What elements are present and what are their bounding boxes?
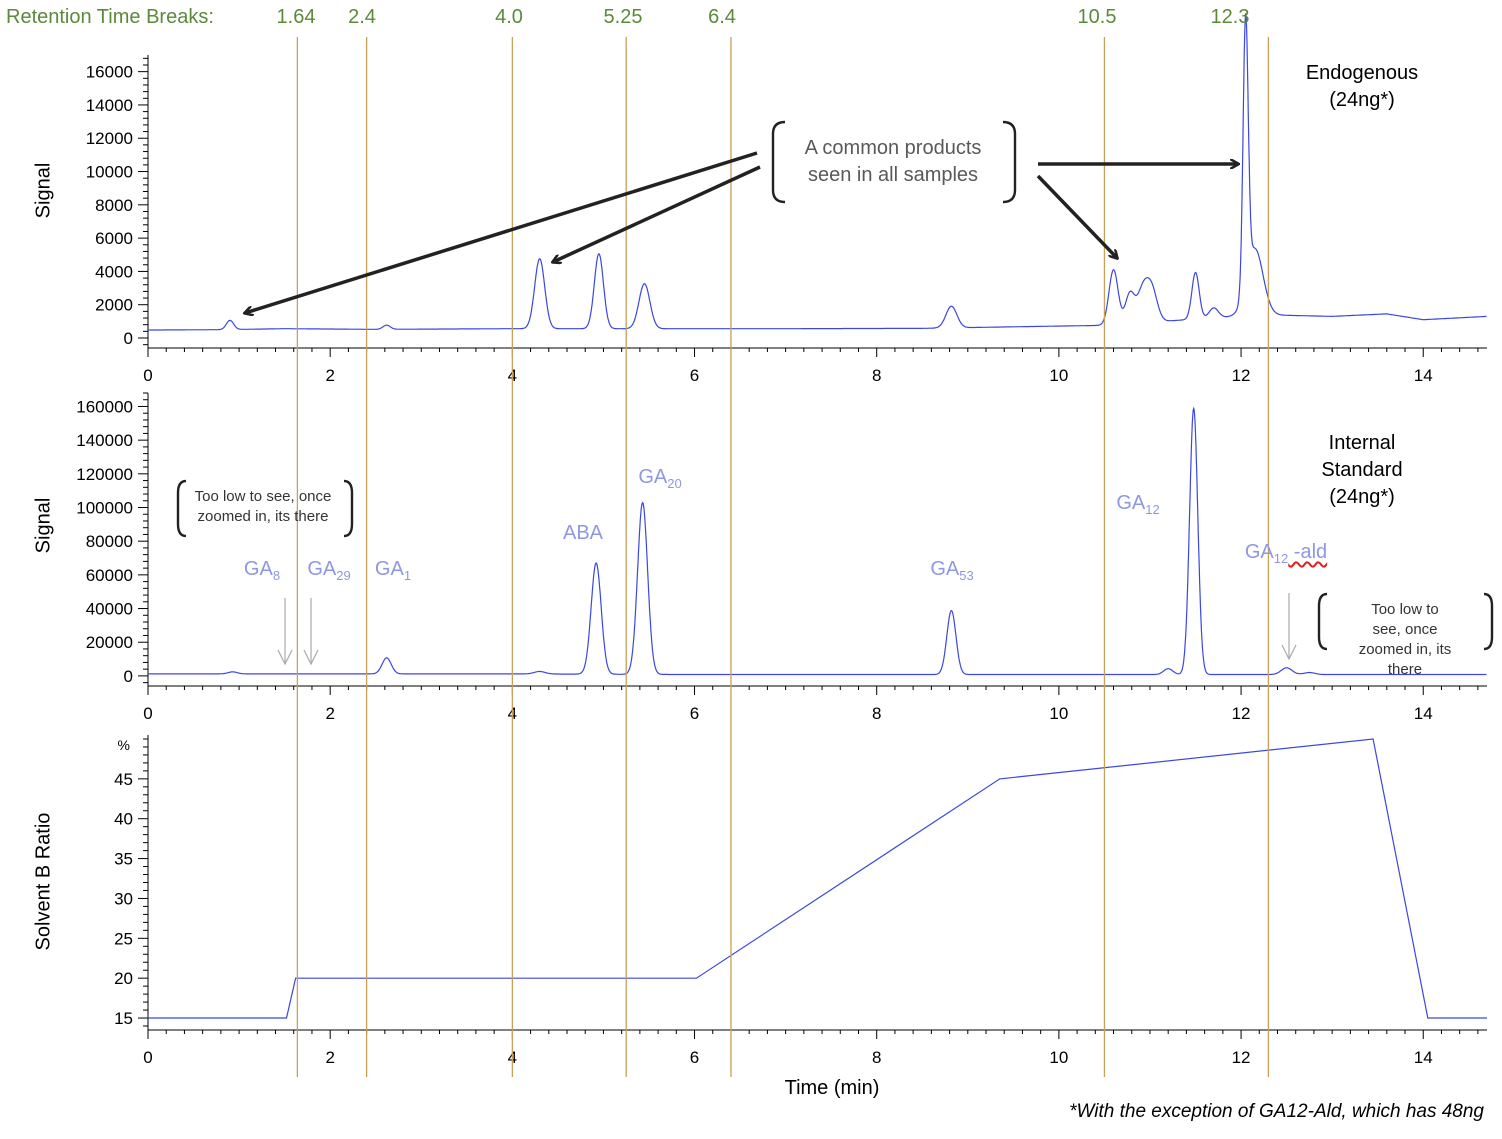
y-tick-label: 0 [124,329,133,348]
trace-line [148,738,1487,1019]
y-tick-label: 16000 [86,63,133,82]
y-axis-title-signal-middle: Signal [32,497,55,554]
y-tick-label: 120000 [76,465,133,484]
x-tick-label: 10 [1049,704,1068,723]
retention-break-value: 2.4 [348,6,376,28]
footnote: *With the exception of GA12-Ald, which h… [1069,1101,1484,1122]
grey-arrow-head [303,649,319,666]
y-tick-label: 8000 [95,196,133,215]
callout-arrow [1036,174,1117,258]
y-tick-label: 12000 [86,129,133,148]
y-unit-label: % [118,737,130,753]
x-tick-label: 6 [690,1048,699,1067]
x-axis-title: Time (min) [784,1077,880,1099]
x-tick-label: 2 [325,1048,334,1067]
callout-bracket-left [771,120,786,204]
note-left-line2: zoomed in, its there [197,508,329,525]
callout-line2: seen in all samples [807,164,979,186]
x-tick-label: 12 [1232,1048,1251,1067]
y-tick-label: 15 [114,1009,133,1028]
note-right-line2: zoomed in, its there [1358,641,1452,678]
y-tick-label: 45 [114,770,133,789]
y-tick-label: 40000 [86,600,133,619]
peak-label-ga12-ald: GA12 -ald [1244,541,1328,566]
x-tick-label: 12 [1232,366,1251,385]
trace-line [148,13,1487,331]
retention-break-value: 5.25 [603,6,643,28]
x-tick-label: 14 [1414,1048,1433,1067]
x-tick-label: 6 [690,366,699,385]
x-tick-label: 0 [143,704,152,723]
x-tick-label: 2 [325,704,334,723]
x-tick-label: 8 [872,1048,881,1067]
x-tick-label: 6 [690,704,699,723]
y-tick-label: 60000 [86,566,133,585]
note-right-bracket-left [1317,592,1328,651]
note-right-line1: Too low to see, once [1371,601,1439,638]
note-left-bracket-right [343,479,354,538]
y-tick-label: 6000 [95,229,133,248]
peak-label-ga20: GA20 [638,466,682,491]
y-tick-label: 4000 [95,262,133,281]
callout-arrow [245,151,758,313]
x-tick-label: 14 [1414,366,1433,385]
peak-label-aba: ABA [562,522,604,544]
x-tick-label: 14 [1414,704,1433,723]
grey-arrow-head [277,649,293,666]
x-tick-label: 8 [872,704,881,723]
y-tick-label: 30 [114,889,133,908]
y-tick-label: 2000 [95,296,133,315]
endogenous-title-line2: (24ng*) [1329,89,1395,111]
note-left-bracket-left [176,479,187,538]
retention-break-value: 4.0 [495,6,523,28]
x-tick-label: 2 [325,366,334,385]
endogenous-title-line1: Endogenous [1305,62,1419,84]
y-tick-label: 140000 [76,431,133,450]
internal-standard-title: Internal Standard (24ng*) [1292,430,1432,511]
y-tick-label: 40 [114,810,133,829]
note-right-bracket-right [1483,592,1494,651]
y-tick-label: 10000 [86,163,133,182]
retention-break-value: 10.5 [1077,6,1117,28]
y-tick-label: 14000 [86,96,133,115]
x-tick-label: 10 [1049,1048,1068,1067]
y-axis-title-signal-top: Signal [32,162,55,219]
x-tick-label: 12 [1232,704,1251,723]
internal-standard-title-line2: (24ng*) [1329,486,1395,508]
y-tick-label: 80000 [86,532,133,551]
retention-break-value: 12.3 [1210,6,1250,28]
peak-label-ga29: GA29 [307,558,351,583]
y-tick-label: 0 [124,667,133,686]
too-low-note-left: Too low to see, once zoomed in, its ther… [195,487,332,527]
y-tick-label: 20000 [86,633,133,652]
note-left-line1: Too low to see, once [194,488,332,505]
y-tick-label: 20 [114,969,133,988]
endogenous-title: Endogenous (24ng*) [1306,60,1418,114]
callout-bracket-right [1002,120,1017,204]
retention-breaks-label: Retention Time Breaks: [6,6,214,28]
internal-standard-title-line1: Internal Standard [1321,432,1403,481]
retention-break-value: 1.64 [276,6,316,28]
y-tick-label: 35 [114,850,133,869]
callout-line1: A common products [804,137,982,159]
y-tick-label: 25 [114,929,133,948]
common-products-callout: A common products seen in all samples [805,135,982,189]
peak-label-ga1: GA1 [374,558,412,583]
x-tick-label: 10 [1049,366,1068,385]
x-tick-label: 8 [872,366,881,385]
x-tick-label: 0 [143,1048,152,1067]
x-tick-label: 0 [143,366,152,385]
callout-arrow [553,165,761,262]
trace-line [148,406,1487,676]
too-low-note-right: Too low to see, once zoomed in, its ther… [1357,600,1454,680]
grey-arrow-head [1281,644,1297,661]
peak-label-ga53: GA53 [930,558,974,583]
retention-break-value: 6.4 [708,6,736,28]
y-axis-title-solvent: Solvent B Ratio [32,812,55,951]
y-tick-label: 160000 [76,397,133,416]
peak-label-ga8: GA8 [243,558,281,583]
y-tick-label: 100000 [76,499,133,518]
peak-label-ga12: GA12 [1116,492,1160,517]
